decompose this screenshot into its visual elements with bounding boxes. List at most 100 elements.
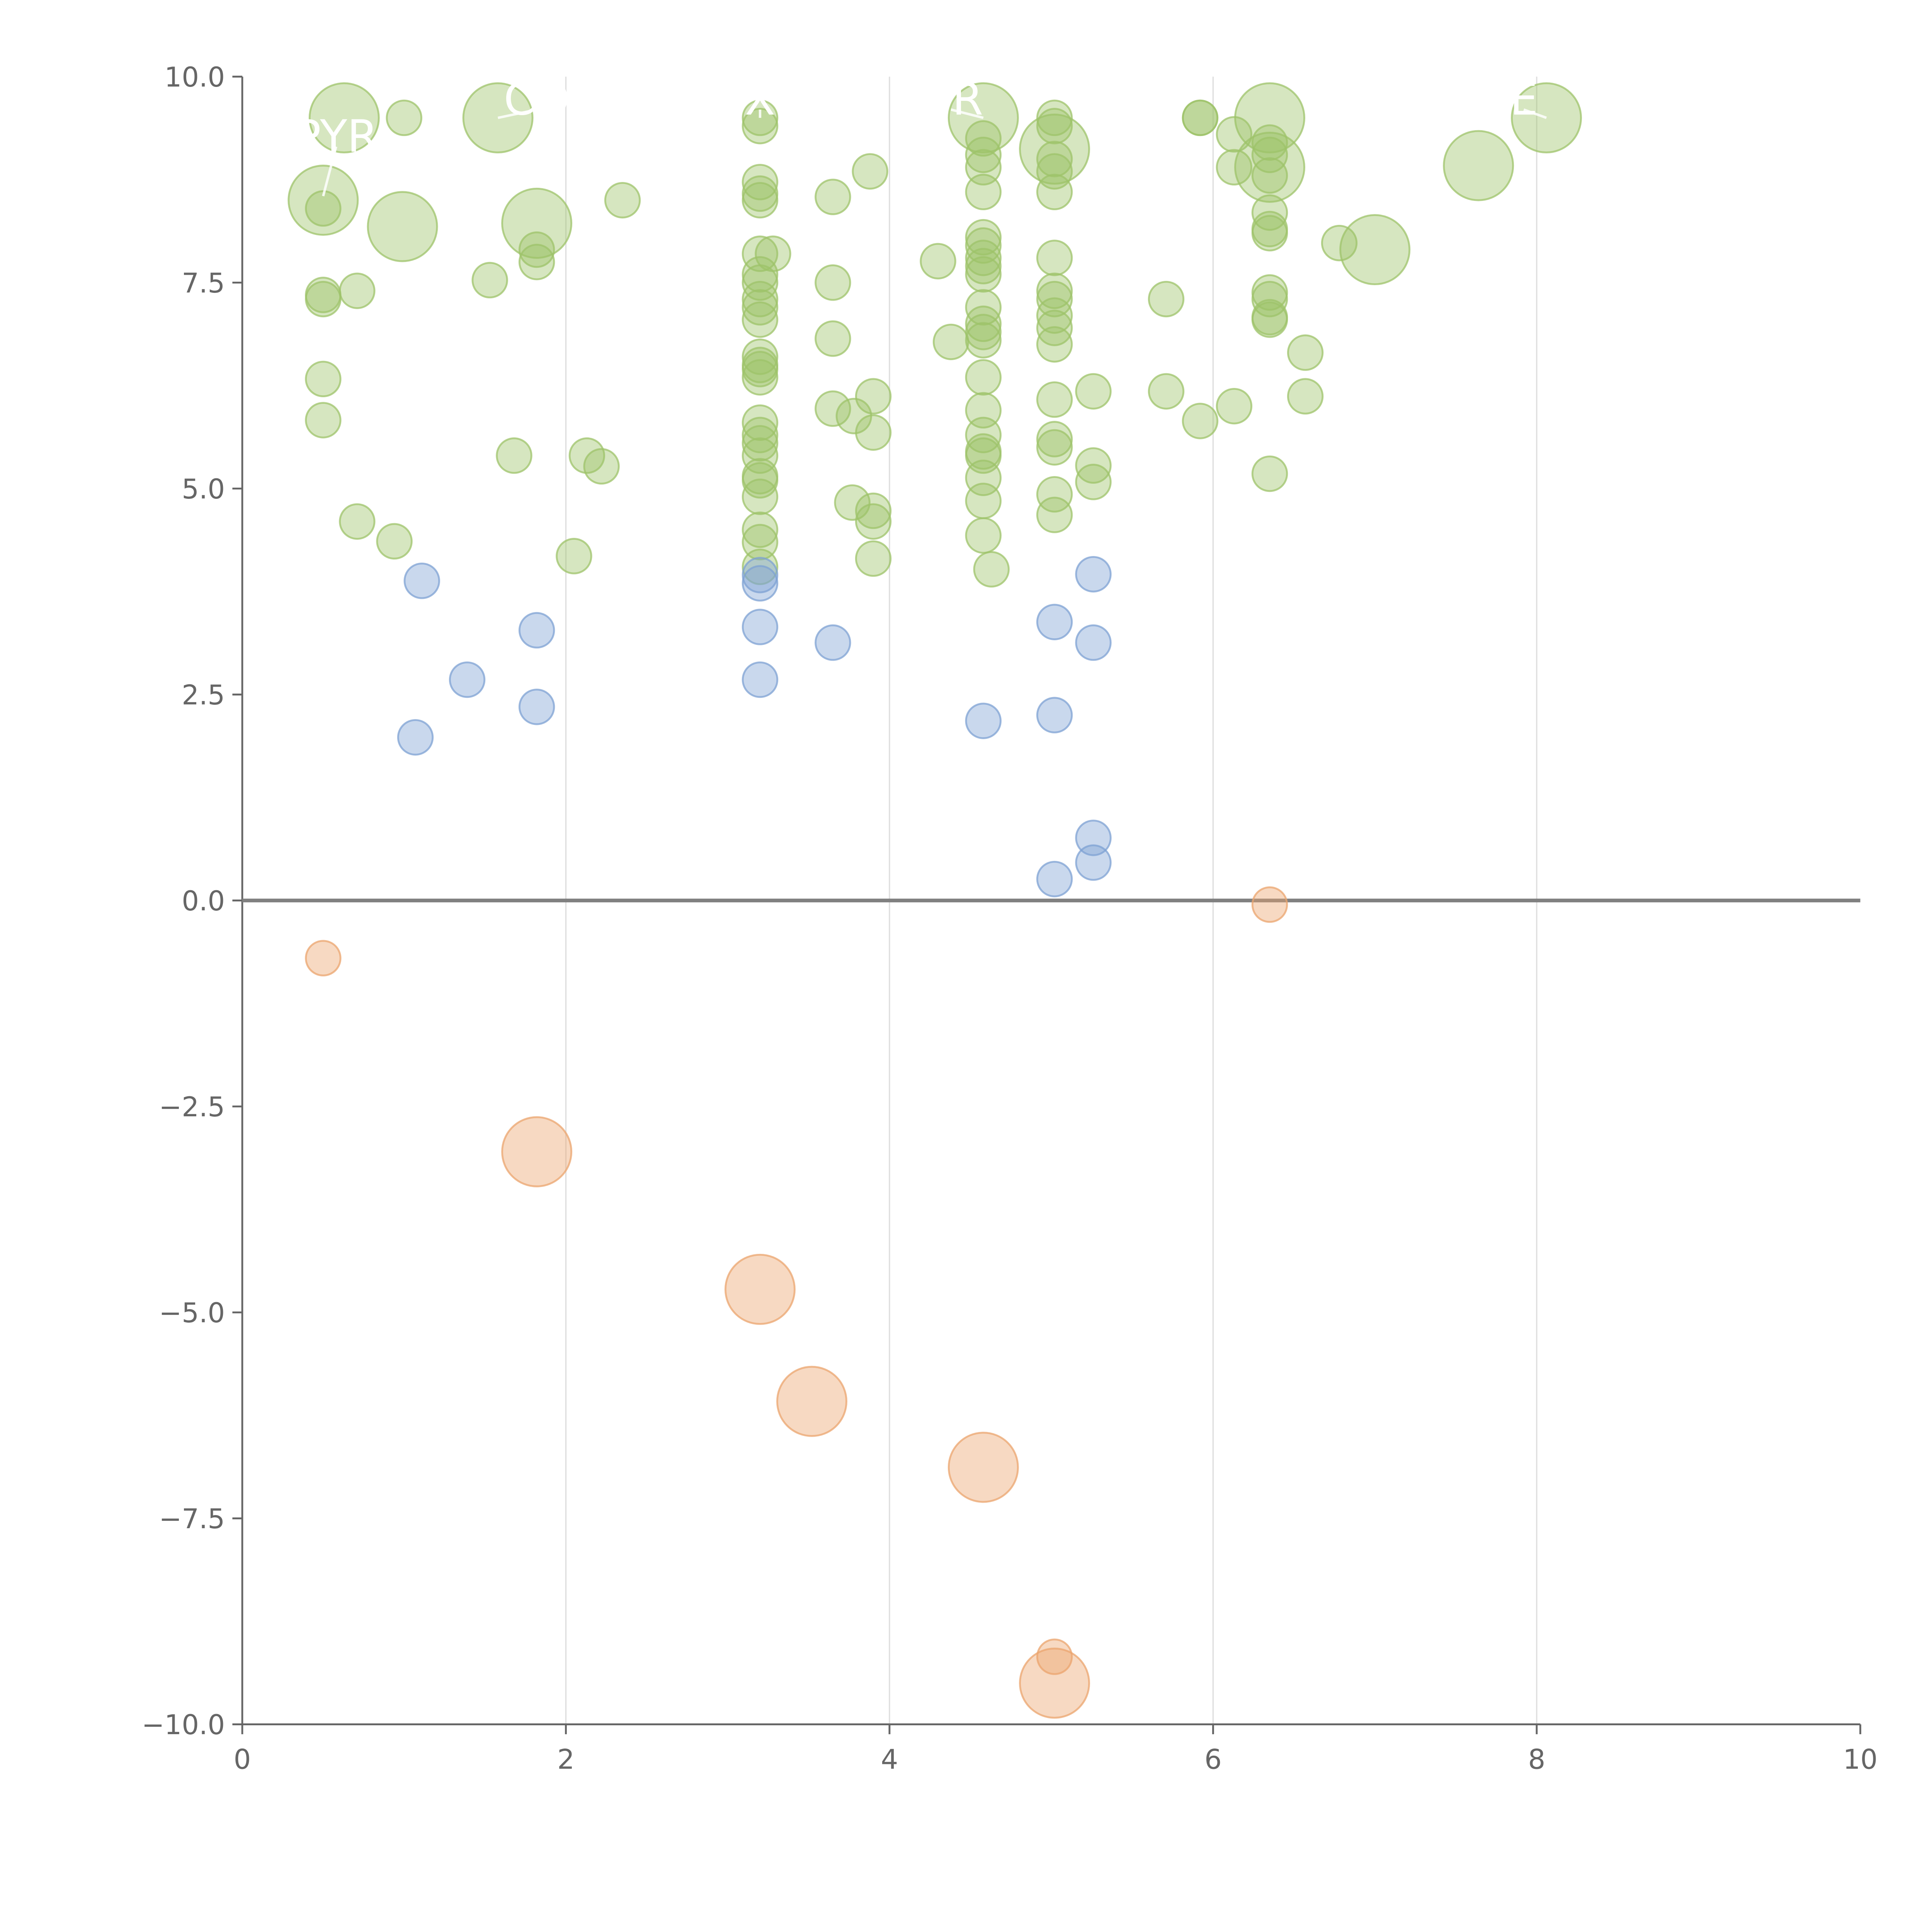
data-point-negative bbox=[501, 1116, 573, 1187]
point-annotation-label: CO bbox=[504, 73, 570, 125]
annotation-leader-line bbox=[1523, 108, 1547, 119]
axes: −10.0 −7.5 −5.0 −2.5 0.0 2.5 5.0 7.5 10.0 0 2 4 6 8 10 bbox=[142, 61, 1878, 1776]
data-point-positive-high bbox=[1036, 381, 1073, 418]
data-point-negative bbox=[1036, 1638, 1073, 1675]
data-point-positive-high bbox=[1036, 297, 1073, 334]
annotation-leader-line bbox=[322, 146, 337, 197]
data-point-positive-low bbox=[1075, 820, 1112, 856]
data-point-positive-high bbox=[308, 82, 380, 153]
data-point-positive-high bbox=[1251, 455, 1288, 492]
data-point-positive-high bbox=[1036, 429, 1073, 466]
data-point-positive-high bbox=[965, 136, 1002, 173]
data-point-positive-low bbox=[965, 702, 1002, 739]
data-point-positive-low bbox=[1075, 556, 1112, 593]
data-point-positive-high bbox=[965, 173, 1002, 211]
data-point-positive-high bbox=[742, 359, 779, 396]
data-point-positive-high bbox=[815, 264, 851, 301]
y-tick-label: −2.5 bbox=[159, 1091, 225, 1123]
data-point-positive-high bbox=[1321, 224, 1358, 262]
data-point-positive-high bbox=[965, 322, 1002, 359]
data-point-positive-high bbox=[367, 191, 438, 262]
annotation-leader-line bbox=[497, 108, 537, 119]
data-point-positive-high bbox=[742, 281, 779, 318]
data-point-positive-high bbox=[1234, 131, 1306, 203]
data-point-positive-high bbox=[965, 392, 1002, 429]
data-point-positive-high bbox=[1443, 130, 1514, 201]
data-point-positive-high bbox=[1036, 99, 1073, 136]
data-points bbox=[287, 82, 1582, 1719]
data-point-positive-low bbox=[449, 661, 486, 698]
data-point-positive-high bbox=[1075, 464, 1112, 500]
data-point-positive-high bbox=[742, 425, 779, 462]
data-point-positive-low bbox=[1075, 844, 1112, 881]
data-point-positive-high bbox=[973, 551, 1010, 588]
data-point-positive-high bbox=[1287, 334, 1324, 371]
data-point-positive-high bbox=[305, 402, 342, 439]
data-point-positive-high bbox=[815, 390, 851, 427]
x-tick-label: 4 bbox=[881, 1744, 898, 1776]
data-point-positive-high bbox=[815, 320, 851, 357]
point-annotation-label: X bbox=[745, 73, 776, 125]
data-point-positive-high bbox=[556, 538, 592, 575]
data-point-positive-high bbox=[834, 484, 871, 521]
data-point-positive-high bbox=[965, 256, 1002, 293]
data-point-positive-high bbox=[1036, 476, 1073, 513]
data-point-positive-high bbox=[855, 503, 892, 540]
data-point-positive-high bbox=[1216, 116, 1253, 153]
data-point-positive-high bbox=[1251, 157, 1288, 194]
data-point-positive-high bbox=[1148, 281, 1185, 318]
data-point-positive-high bbox=[1182, 99, 1219, 136]
data-point-positive-low bbox=[742, 609, 779, 645]
data-point-positive-high bbox=[386, 99, 422, 136]
data-point-positive-high bbox=[1216, 149, 1253, 186]
x-tick-label: 0 bbox=[234, 1744, 251, 1776]
data-point-positive-high bbox=[932, 323, 969, 361]
data-point-positive-high bbox=[501, 187, 573, 259]
y-tick-label: 0.0 bbox=[182, 885, 225, 917]
data-point-positive-high bbox=[742, 511, 779, 548]
x-tick-label: 6 bbox=[1204, 1744, 1222, 1776]
data-point-positive-high bbox=[1036, 153, 1073, 190]
y-tick-label: 5.0 bbox=[182, 473, 225, 505]
data-point-positive-low bbox=[403, 563, 440, 599]
data-point-positive-high bbox=[742, 437, 779, 474]
data-point-positive-low bbox=[397, 719, 434, 756]
data-point-positive-high bbox=[965, 219, 1002, 256]
data-point-positive-high bbox=[1036, 173, 1073, 211]
data-point-positive-high bbox=[855, 378, 892, 415]
data-point-positive-high bbox=[855, 414, 892, 451]
data-point-positive-high bbox=[742, 235, 779, 272]
x-tick-label: 2 bbox=[557, 1744, 575, 1776]
data-point-positive-high bbox=[742, 404, 779, 441]
data-point-positive-high bbox=[471, 262, 508, 299]
data-point-positive-high bbox=[742, 289, 779, 326]
data-point-positive-high bbox=[1036, 272, 1073, 309]
data-point-positive-high bbox=[815, 179, 851, 215]
data-point-negative bbox=[724, 1253, 796, 1325]
data-point-positive-high bbox=[1036, 240, 1073, 276]
data-point-positive-low bbox=[518, 689, 555, 725]
data-point-positive-high bbox=[742, 108, 779, 145]
point-labels: PYR CO X HR E bbox=[294, 73, 1547, 197]
data-point-positive-high bbox=[742, 182, 779, 219]
data-point-positive-high bbox=[742, 478, 779, 515]
data-point-positive-high bbox=[305, 190, 342, 227]
data-point-positive-high bbox=[1251, 301, 1288, 338]
data-point-positive-high bbox=[1036, 497, 1073, 533]
data-point-positive-high bbox=[1036, 326, 1073, 363]
data-point-positive-high bbox=[376, 523, 413, 560]
data-point-positive-high bbox=[1216, 388, 1253, 425]
data-point-positive-low bbox=[742, 661, 779, 698]
data-point-negative bbox=[776, 1366, 847, 1437]
data-point-positive-high bbox=[855, 540, 892, 577]
x-tick-label: 8 bbox=[1528, 1744, 1546, 1776]
data-point-positive-low bbox=[742, 557, 779, 594]
data-point-positive-high bbox=[1036, 108, 1073, 145]
point-annotation-label: HR bbox=[919, 73, 983, 125]
point-annotation-label: PYR bbox=[294, 111, 378, 162]
y-tick-label: −10.0 bbox=[142, 1709, 225, 1741]
data-point-negative bbox=[1251, 886, 1288, 923]
data-point-positive-high bbox=[965, 359, 1002, 396]
data-point-positive-high bbox=[287, 165, 359, 236]
data-point-positive-high bbox=[1339, 214, 1411, 286]
